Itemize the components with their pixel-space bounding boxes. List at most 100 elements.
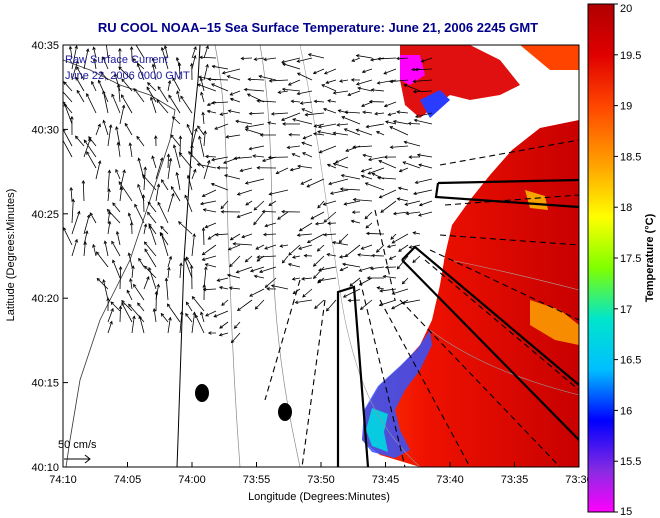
current-vector [63, 128, 73, 147]
current-vector [131, 265, 135, 279]
current-vector [129, 221, 134, 235]
current-vector [380, 200, 397, 213]
current-vector [138, 315, 145, 334]
current-vector [197, 83, 217, 92]
current-vector [275, 167, 289, 175]
current-vector [143, 223, 148, 235]
current-vector [342, 288, 361, 298]
x-tick-label: 73:35 [501, 474, 529, 486]
current-vector [314, 221, 325, 226]
current-vector [256, 99, 277, 103]
current-vector [240, 56, 253, 61]
current-vector [198, 135, 205, 158]
current-vector [128, 142, 133, 158]
current-vector [154, 135, 158, 147]
current-vector [336, 123, 349, 127]
current-vector [414, 67, 433, 72]
current-vector [126, 289, 133, 301]
current-vector [329, 189, 349, 195]
current-vector [253, 211, 265, 226]
current-vector [147, 82, 157, 92]
current-vector [83, 48, 90, 70]
current-vector [168, 94, 181, 114]
current-vector [203, 63, 209, 81]
current-vector [63, 81, 73, 92]
colorbar-tick-label: 20 [620, 3, 632, 15]
current-vector [121, 94, 133, 114]
current-vector [322, 200, 337, 206]
current-vector [244, 128, 265, 136]
current-vector [204, 263, 217, 268]
current-vector [201, 227, 206, 246]
current-vector [268, 79, 289, 83]
current-vector [317, 200, 325, 209]
current-vector [189, 264, 194, 290]
current-vector [121, 300, 133, 312]
current-vector [384, 265, 397, 270]
current-vector [207, 77, 229, 82]
current-vector [378, 159, 397, 169]
current-vector [172, 144, 181, 169]
current-vector [255, 244, 265, 250]
current-vector [179, 262, 183, 279]
current-vector [288, 244, 301, 256]
y-tick-label: 40:10 [31, 462, 59, 474]
current-vector [128, 303, 145, 323]
current-vector [362, 153, 373, 158]
current-vector [304, 112, 325, 117]
current-vector [86, 92, 97, 114]
current-vector [118, 66, 133, 81]
chart-title: RU COOL NOAA–15 Sea Surface Temperature:… [98, 20, 538, 35]
current-vector [160, 225, 169, 235]
current-vector [119, 169, 126, 191]
station-dot-2 [278, 403, 292, 421]
current-vector [76, 89, 85, 103]
current-vector [81, 179, 86, 202]
current-vector [243, 87, 265, 92]
current-vector [143, 276, 150, 290]
current-vector [302, 288, 313, 298]
current-vector [312, 255, 325, 267]
current-vector [210, 182, 229, 191]
current-vector [357, 253, 373, 257]
current-vector [266, 287, 277, 291]
current-vector [201, 255, 217, 261]
current-vector [229, 90, 241, 96]
current-vector [200, 311, 205, 323]
x-tick-label: 73:40 [436, 474, 464, 486]
current-vector [235, 119, 253, 125]
current-vector [413, 118, 433, 125]
current-vector [71, 210, 81, 235]
current-vector [111, 240, 121, 257]
current-vector [102, 56, 109, 70]
current-vector [148, 225, 157, 246]
station-dot-1 [195, 384, 209, 402]
current-vector [233, 321, 241, 329]
current-vector [136, 135, 145, 147]
current-vector [167, 316, 172, 334]
current-vector [339, 266, 349, 272]
current-vector [221, 299, 229, 306]
current-vector [298, 244, 313, 250]
current-vector [166, 153, 171, 169]
current-vector [268, 200, 277, 206]
current-vector [264, 277, 277, 288]
current-vector [244, 123, 265, 129]
current-vector [167, 157, 173, 180]
current-vector [294, 299, 313, 305]
current-vector [360, 174, 373, 180]
current-vector [292, 118, 313, 125]
current-vector [112, 259, 121, 279]
current-vector [361, 68, 373, 74]
current-vector [412, 255, 421, 263]
y-tick-label: 40:20 [31, 293, 59, 305]
current-vector [146, 86, 157, 103]
current-vector [349, 277, 361, 287]
x-tick-label: 73:50 [307, 474, 335, 486]
current-vector [213, 310, 229, 318]
current-vector [325, 299, 337, 312]
current-vector [229, 97, 241, 103]
current-vector [71, 198, 75, 224]
current-vector [286, 145, 301, 150]
current-vector [214, 123, 229, 130]
